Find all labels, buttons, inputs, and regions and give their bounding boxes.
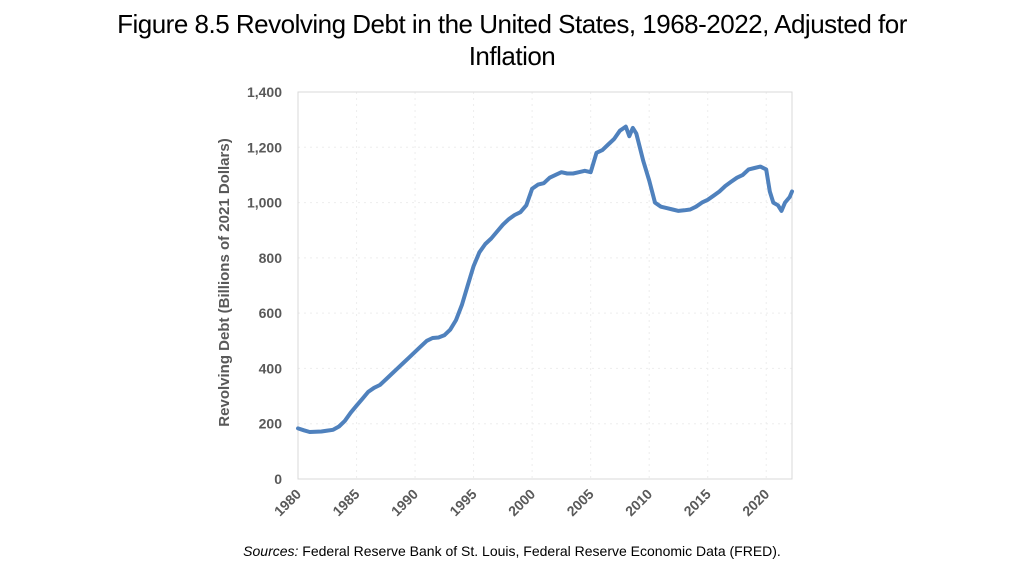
x-tick-label: 2010 <box>622 486 655 519</box>
x-tick-label: 2000 <box>505 486 538 519</box>
y-axis-ticks: 0 200 400 600 800 1,000 1,200 1,400 <box>247 84 282 487</box>
y-tick-label: 600 <box>259 305 283 321</box>
y-tick-label: 0 <box>274 471 282 487</box>
x-axis-ticks: 1980 1985 1990 1995 2000 2005 2010 2015 2020 <box>271 486 773 519</box>
source-prefix: Sources: <box>243 543 299 559</box>
x-tick-label: 1990 <box>388 486 421 519</box>
gridlines <box>298 92 792 479</box>
x-tick-label: 1985 <box>329 486 362 519</box>
y-tick-label: 1,400 <box>247 84 282 100</box>
y-tick-label: 800 <box>259 250 283 266</box>
y-tick-label: 1,200 <box>247 139 282 155</box>
plot-area-frame <box>297 91 793 480</box>
x-tick-label: 1980 <box>271 486 304 519</box>
chart-title: Figure 8.5 Revolving Debt in the United … <box>40 8 984 72</box>
source-note: Sources: Federal Reserve Bank of St. Lou… <box>40 543 984 559</box>
y-tick-label: 200 <box>259 416 283 432</box>
y-axis-title: Revolving Debt (Billions of 2021 Dollars… <box>216 138 233 426</box>
source-text: Federal Reserve Bank of St. Louis, Feder… <box>302 543 781 559</box>
chart-title-line-2: Inflation <box>468 41 556 71</box>
y-tick-label: 1,000 <box>247 195 282 211</box>
series-line-revolving-debt <box>296 124 794 434</box>
y-tick-label: 400 <box>259 360 283 376</box>
x-tick-label: 2020 <box>739 486 772 519</box>
x-tick-label: 2005 <box>563 486 596 519</box>
chart-title-line-1: Figure 8.5 Revolving Debt in the United … <box>117 9 907 39</box>
x-tick-label: 1995 <box>446 486 479 519</box>
x-tick-label: 2015 <box>680 486 713 519</box>
